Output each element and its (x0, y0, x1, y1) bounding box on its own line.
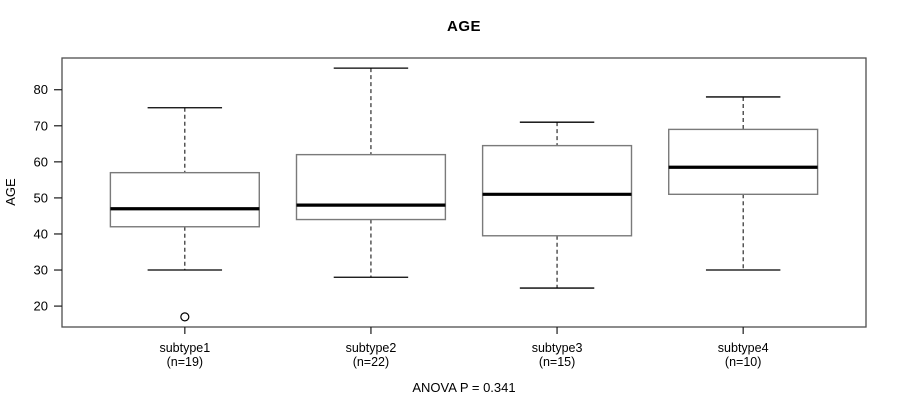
y-axis-tick-label: 20 (34, 299, 48, 314)
y-axis-tick-label: 30 (34, 263, 48, 278)
plot-frame (61, 57, 867, 328)
group-n-label: (n=22) (353, 355, 389, 369)
y-axis-tick-label: 50 (34, 190, 48, 205)
iqr-box (295, 153, 447, 221)
group-n-label: (n=10) (725, 355, 761, 369)
y-axis-tick-label: 60 (34, 154, 48, 169)
chart-title: AGE (447, 18, 481, 35)
anova-p-annotation: ANOVA P = 0.341 (412, 380, 515, 395)
group-label: subtype4 (718, 341, 769, 355)
group-n-label: (n=15) (539, 355, 575, 369)
outlier-point (180, 312, 190, 322)
y-axis-tick-label: 80 (34, 82, 48, 97)
y-axis-label: AGE (3, 178, 18, 206)
group-label: subtype1 (159, 341, 210, 355)
y-axis-tick-label: 40 (34, 226, 48, 241)
group-n-label: (n=19) (167, 355, 203, 369)
group-label: subtype3 (532, 341, 583, 355)
iqr-box (481, 144, 633, 237)
y-axis-tick-label: 70 (34, 118, 48, 133)
iqr-box (668, 128, 819, 196)
iqr-box (109, 171, 260, 228)
plot-area: 20 30 40 50 60 70 80 subtype1(n=19) subtype2(n=2… (34, 57, 867, 369)
group-label: subtype2 (346, 341, 397, 355)
